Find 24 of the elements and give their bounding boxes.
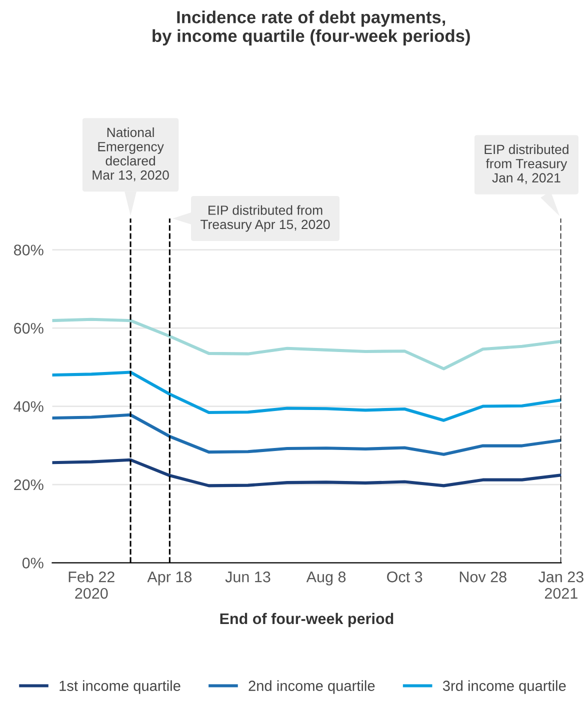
line-series <box>52 413 562 456</box>
y-tick-label: 20% <box>14 479 44 490</box>
x-tick-label: Feb 22 2020 <box>68 571 114 599</box>
line-series <box>52 318 562 370</box>
line-series <box>52 370 562 422</box>
chart-title: Incidence rate of debt payments, by income quartile (four-week periods) <box>152 10 470 46</box>
y-tick-label: 0% <box>22 558 44 568</box>
y-tick-label: 60% <box>14 322 44 334</box>
legend-label: 1st income quartile <box>60 680 180 694</box>
ref-line-label: National Emergency declared Mar 13, 2020 <box>92 127 169 182</box>
x-axis-title: End of four-week period <box>220 612 394 628</box>
x-tick-label: Aug 8 <box>306 572 346 586</box>
ref-line-label: EIP distributed from Treasury Jan 4, 2021 <box>484 144 568 184</box>
x-tick-label: Jun 13 <box>225 572 270 582</box>
y-tick-label: 40% <box>14 401 44 412</box>
x-tick-label: Nov 28 <box>460 572 506 582</box>
x-tick-label: Oct 3 <box>387 572 422 582</box>
y-tick-label: 80% <box>14 244 44 256</box>
legend-label: 2nd income quartile <box>248 680 375 694</box>
x-tick-label: Apr 18 <box>147 572 192 586</box>
legend-label: 3rd income quartile <box>442 680 566 694</box>
line-series <box>52 458 562 488</box>
x-tick-label: Jan 23 2021 <box>538 572 584 599</box>
ref-line-label: EIP distributed from Treasury Apr 15, 2020 <box>200 205 330 232</box>
